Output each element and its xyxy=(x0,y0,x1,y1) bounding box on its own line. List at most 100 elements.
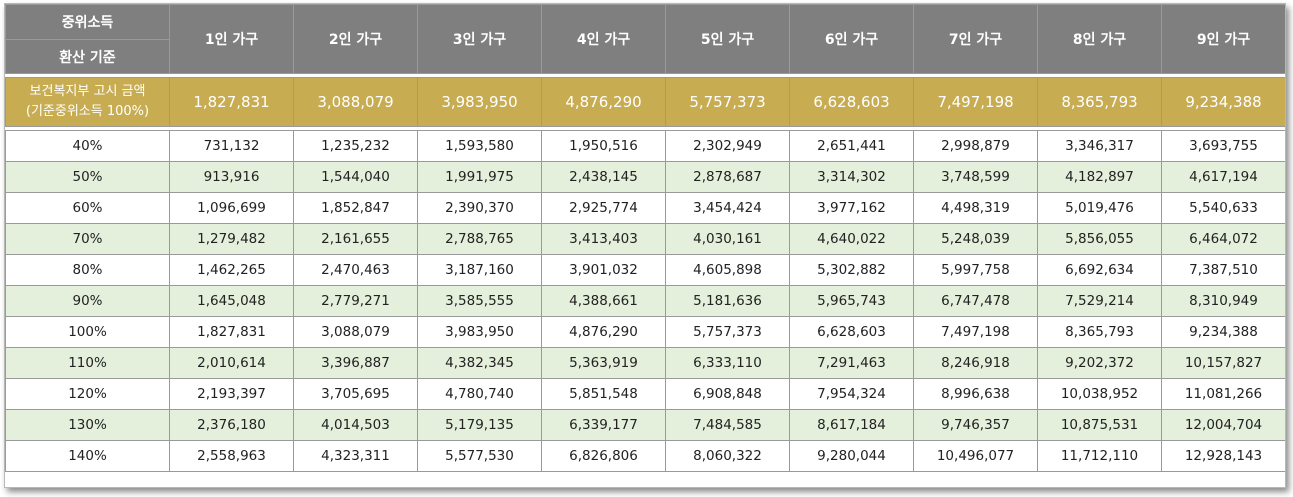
base-amount-cell: 5,757,373 xyxy=(665,77,790,127)
table-cell: 11,712,110 xyxy=(1037,440,1162,472)
table-row: 80% 1,462,265 2,470,463 3,187,160 3,901,032 4… xyxy=(5,254,1285,286)
base-amount-cell: 8,365,793 xyxy=(1037,77,1162,127)
table-cell: 6,692,634 xyxy=(1037,254,1162,286)
table-cell: 10,496,077 xyxy=(913,440,1038,472)
base-amount-cell: 3,983,950 xyxy=(417,77,542,127)
table-cell: 3,454,424 xyxy=(665,192,790,224)
table-cell: 1,991,975 xyxy=(417,161,542,193)
table-cell: 5,302,882 xyxy=(789,254,914,286)
table-cell: 4,030,161 xyxy=(665,223,790,255)
column-header: 2인 가구 xyxy=(293,4,418,74)
table-cell: 1,462,265 xyxy=(169,254,294,286)
base-amount-cell: 7,497,198 xyxy=(913,77,1038,127)
table-cell: 6,628,603 xyxy=(789,316,914,348)
table-cell: 3,693,755 xyxy=(1161,130,1285,162)
base-amount-label-line2: (기준중위소득 100%) xyxy=(25,104,150,119)
table-cell: 2,651,441 xyxy=(789,130,914,162)
table-cell: 3,314,302 xyxy=(789,161,914,193)
table-cell: 4,605,898 xyxy=(665,254,790,286)
table-cell: 10,875,531 xyxy=(1037,409,1162,441)
table-cell: 4,182,897 xyxy=(1037,161,1162,193)
table-cell: 5,757,373 xyxy=(665,316,790,348)
table-cell: 4,498,319 xyxy=(913,192,1038,224)
table-cell: 5,179,135 xyxy=(417,409,542,441)
table-cell: 1,827,831 xyxy=(169,316,294,348)
table-cell: 2,193,397 xyxy=(169,378,294,410)
table-cell: 8,246,918 xyxy=(913,347,1038,379)
table-cell: 3,977,162 xyxy=(789,192,914,224)
row-label: 110% xyxy=(5,347,170,379)
base-amount-cell: 1,827,831 xyxy=(169,77,294,127)
table-cell: 4,014,503 xyxy=(293,409,418,441)
table-cell: 11,081,266 xyxy=(1161,378,1285,410)
table-cell: 1,544,040 xyxy=(293,161,418,193)
column-header: 1인 가구 xyxy=(169,4,294,74)
percent-rows: 40% 731,132 1,235,232 1,593,580 1,950,516 2,3… xyxy=(5,130,1285,472)
table-cell: 2,161,655 xyxy=(293,223,418,255)
table-cell: 3,705,695 xyxy=(293,378,418,410)
base-amount-row: 보건복지부 고시 금액 (기준중위소득 100%) 1,827,831 3,08… xyxy=(5,77,1285,127)
column-header: 4인 가구 xyxy=(541,4,666,74)
row-label: 100% xyxy=(5,316,170,348)
table-cell: 5,997,758 xyxy=(913,254,1038,286)
column-header: 6인 가구 xyxy=(789,4,914,74)
table-cell: 3,088,079 xyxy=(293,316,418,348)
row-label: 80% xyxy=(5,254,170,286)
income-table-frame: 중위소득 1인 가구 2인 가구 3인 가구 4인 가구 5인 가구 6인 가구… xyxy=(4,3,1286,488)
base-amount-section: 보건복지부 고시 금액 (기준중위소득 100%) 1,827,831 3,08… xyxy=(5,73,1285,131)
table-row: 120% 2,193,397 3,705,695 4,780,740 5,851,548… xyxy=(5,378,1285,410)
table-cell: 5,019,476 xyxy=(1037,192,1162,224)
table-cell: 1,645,048 xyxy=(169,285,294,317)
base-amount-label-line1: 보건복지부 고시 금액 xyxy=(29,84,146,99)
table-cell: 5,181,636 xyxy=(665,285,790,317)
row-label: 50% xyxy=(5,161,170,193)
table-cell: 2,302,949 xyxy=(665,130,790,162)
table-cell: 1,852,847 xyxy=(293,192,418,224)
table-cell: 5,540,633 xyxy=(1161,192,1285,224)
table-cell: 8,365,793 xyxy=(1037,316,1162,348)
row-label: 120% xyxy=(5,378,170,410)
base-amount-cell: 6,628,603 xyxy=(789,77,914,127)
column-header: 3인 가구 xyxy=(417,4,542,74)
table-cell: 1,235,232 xyxy=(293,130,418,162)
table-cell: 4,876,290 xyxy=(541,316,666,348)
corner-label-bottom: 환산 기준 xyxy=(5,39,170,74)
table-cell: 1,096,699 xyxy=(169,192,294,224)
table-cell: 4,323,311 xyxy=(293,440,418,472)
table-cell: 2,788,765 xyxy=(417,223,542,255)
table-cell: 12,928,143 xyxy=(1161,440,1285,472)
table-cell: 1,593,580 xyxy=(417,130,542,162)
table-cell: 8,617,184 xyxy=(789,409,914,441)
table-cell: 1,279,482 xyxy=(169,223,294,255)
table-cell: 2,925,774 xyxy=(541,192,666,224)
base-amount-cell: 3,088,079 xyxy=(293,77,418,127)
table-cell: 3,901,032 xyxy=(541,254,666,286)
table-cell: 5,965,743 xyxy=(789,285,914,317)
row-label: 70% xyxy=(5,223,170,255)
table-cell: 2,390,370 xyxy=(417,192,542,224)
table-cell: 6,908,848 xyxy=(665,378,790,410)
table-row: 40% 731,132 1,235,232 1,593,580 1,950,516 2,3… xyxy=(5,130,1285,162)
base-amount-cell: 4,876,290 xyxy=(541,77,666,127)
table-cell: 3,346,317 xyxy=(1037,130,1162,162)
table-row: 70% 1,279,482 2,161,655 2,788,765 3,413,403 4… xyxy=(5,223,1285,255)
table-cell: 7,484,585 xyxy=(665,409,790,441)
table-row: 50% 913,916 1,544,040 1,991,975 2,438,145 2,8… xyxy=(5,161,1285,193)
table-cell: 7,954,324 xyxy=(789,378,914,410)
table-cell: 4,640,022 xyxy=(789,223,914,255)
column-header: 7인 가구 xyxy=(913,4,1038,74)
table-cell: 4,382,345 xyxy=(417,347,542,379)
column-header: 5인 가구 xyxy=(665,4,790,74)
table-cell: 2,010,614 xyxy=(169,347,294,379)
table-cell: 9,746,357 xyxy=(913,409,1038,441)
median-income-table: 중위소득 1인 가구 2인 가구 3인 가구 4인 가구 5인 가구 6인 가구… xyxy=(5,4,1285,472)
table-cell: 4,388,661 xyxy=(541,285,666,317)
base-amount-cell: 9,234,388 xyxy=(1161,77,1285,127)
table-cell: 3,983,950 xyxy=(417,316,542,348)
table-cell: 12,004,704 xyxy=(1161,409,1285,441)
base-amount-label: 보건복지부 고시 금액 (기준중위소득 100%) xyxy=(5,77,170,127)
table-cell: 5,856,055 xyxy=(1037,223,1162,255)
table-cell: 8,310,949 xyxy=(1161,285,1285,317)
table-cell: 6,464,072 xyxy=(1161,223,1285,255)
table-cell: 2,998,879 xyxy=(913,130,1038,162)
